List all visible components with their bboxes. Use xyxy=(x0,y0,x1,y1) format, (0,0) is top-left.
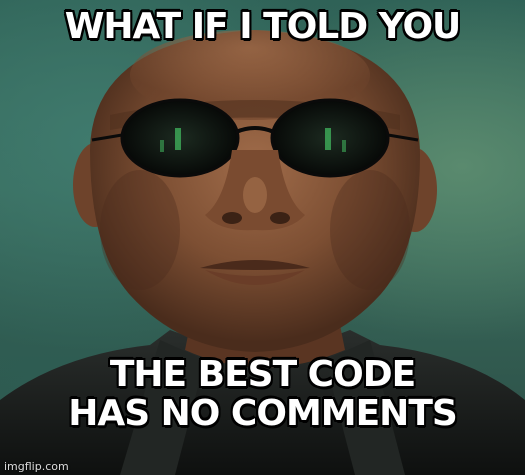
left-lens-reflection xyxy=(175,128,181,150)
bottom-caption: THE BEST CODE HAS NO COMMENTS xyxy=(0,354,525,434)
right-nostril xyxy=(270,212,290,224)
left-cheek-shadow xyxy=(100,170,180,290)
glasses-bridge xyxy=(235,126,275,134)
right-lens-reflection-2 xyxy=(342,140,346,152)
top-caption: WHAT IF I TOLD YOU xyxy=(64,6,462,47)
sunglasses xyxy=(91,98,419,178)
head-highlight xyxy=(130,30,370,120)
left-nostril xyxy=(222,212,242,224)
bottom-caption-line-2: HAS NO COMMENTS xyxy=(68,392,458,434)
glasses-arm-right xyxy=(387,133,419,142)
right-cheek-shadow xyxy=(330,170,410,290)
nose-highlight xyxy=(243,177,267,213)
coat-collar-left xyxy=(120,340,205,475)
bottom-caption-line-1: THE BEST CODE xyxy=(109,354,416,395)
glasses-arm-left xyxy=(91,133,123,142)
lower-lip xyxy=(205,270,305,285)
coat-collar-right xyxy=(325,340,405,475)
left-lens-reflection-2 xyxy=(160,140,164,152)
right-lens-reflection xyxy=(325,128,331,150)
watermark: imgflip.com xyxy=(4,460,69,473)
upper-lip xyxy=(200,260,310,270)
